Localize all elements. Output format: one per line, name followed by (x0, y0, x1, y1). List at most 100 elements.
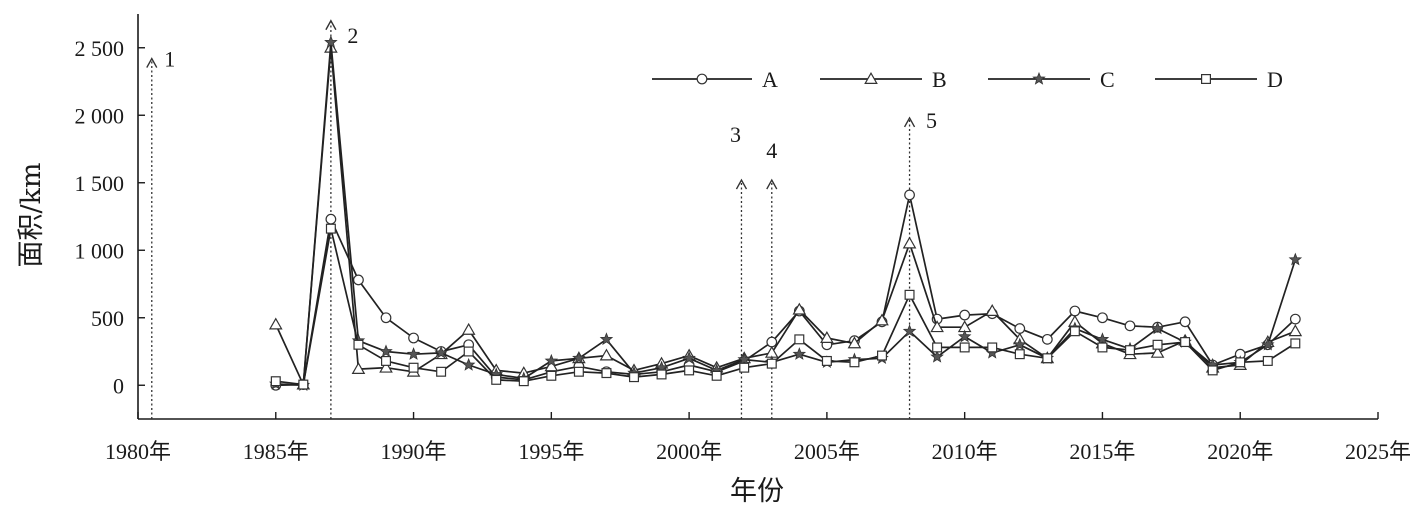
data-point (864, 71, 878, 84)
data-point (794, 334, 805, 345)
y-tick-label: 500 (91, 306, 124, 331)
data-point (904, 189, 915, 201)
data-point (408, 332, 419, 344)
data-point (876, 350, 887, 361)
data-point (463, 346, 474, 357)
data-point (1150, 321, 1165, 335)
data-point (1288, 252, 1303, 266)
data-point (353, 274, 364, 286)
data-point (491, 374, 502, 385)
data-point (324, 35, 338, 49)
event-arrowhead (146, 57, 158, 68)
data-point (461, 322, 476, 335)
data-point (985, 303, 1000, 316)
data-point (766, 336, 778, 348)
data-point (325, 223, 336, 234)
data-point (1069, 326, 1080, 337)
data-point (573, 366, 584, 377)
data-point (379, 360, 393, 373)
data-point (902, 324, 917, 337)
series-line (275, 41, 1297, 387)
data-point (546, 370, 557, 381)
data-point (684, 365, 695, 376)
data-point (408, 362, 419, 373)
data-point (544, 353, 559, 367)
data-point (325, 213, 337, 225)
legend-entry-a: A (652, 67, 778, 92)
data-point (987, 342, 998, 353)
y-tick-label: 1 000 (75, 238, 125, 263)
data-point (696, 73, 708, 85)
data-point (1097, 312, 1108, 324)
y-tick-label: 2 000 (75, 103, 125, 128)
event-arrowhead (903, 116, 916, 128)
data-point (766, 358, 777, 369)
data-point (1097, 342, 1108, 353)
data-point (436, 366, 447, 377)
data-point (682, 351, 696, 364)
axes: 0 500 1 000 1 500 2 000 2 500 1980年 1985年 1990年 1… (75, 14, 1411, 464)
data-point (1288, 324, 1303, 337)
legend-entry-b: B (820, 67, 947, 92)
series-d (270, 223, 1301, 390)
data-point (737, 352, 751, 366)
data-point (1150, 345, 1165, 358)
data-point (792, 302, 807, 315)
data-point (875, 313, 889, 326)
data-point (461, 357, 476, 371)
event-label: 3 (730, 122, 741, 147)
y-tick-label: 1 500 (75, 171, 125, 196)
x-tick-label: 1980年 (105, 439, 171, 464)
data-point (820, 330, 834, 343)
data-point (1179, 316, 1191, 328)
event-arrowhead (766, 178, 778, 190)
event-arrowhead (735, 178, 748, 190)
data-point (434, 345, 448, 359)
legend-label: C (1100, 67, 1115, 92)
x-tick-label: 2025年 (1345, 439, 1411, 464)
event-arrowhead (325, 19, 337, 31)
data-point (847, 336, 862, 349)
event-label: 4 (766, 138, 777, 163)
data-point (298, 379, 309, 390)
data-point (932, 342, 943, 353)
data-point (601, 368, 612, 379)
data-point (1032, 71, 1046, 85)
data-point (518, 376, 529, 387)
data-point (1014, 349, 1025, 360)
data-point (1290, 338, 1301, 349)
data-point (930, 349, 944, 363)
data-point (1041, 333, 1053, 345)
x-tick-label: 2000年 (656, 439, 722, 464)
data-point (959, 309, 971, 321)
data-point (902, 236, 917, 249)
data-point (599, 332, 614, 346)
x-tick-label: 2020年 (1207, 439, 1273, 464)
data-point (268, 317, 283, 330)
y-tick-label: 0 (113, 373, 124, 398)
legend: A B C D (652, 67, 1283, 92)
data-point (1180, 337, 1191, 348)
event-label: 2 (347, 23, 358, 48)
data-point (1261, 337, 1275, 351)
y-tick-label: 2 500 (75, 36, 125, 61)
series-line (275, 46, 1296, 386)
data-point (572, 351, 586, 364)
data-point (1069, 305, 1081, 317)
data-point (1152, 339, 1163, 350)
data-point (1289, 313, 1301, 325)
data-point (1124, 345, 1135, 356)
legend-entry-c: C (988, 67, 1115, 92)
x-tick-label: 2015年 (1069, 439, 1135, 464)
y-axis-label: 面积/km (16, 162, 47, 267)
data-point (1014, 323, 1026, 334)
data-point (353, 339, 364, 350)
legend-label: B (932, 67, 947, 92)
data-point (739, 362, 750, 373)
x-tick-label: 1995年 (518, 439, 584, 464)
data-point (628, 372, 639, 383)
x-axis-label: 年份 (730, 476, 784, 507)
data-point (270, 376, 281, 387)
data-point (380, 312, 392, 324)
